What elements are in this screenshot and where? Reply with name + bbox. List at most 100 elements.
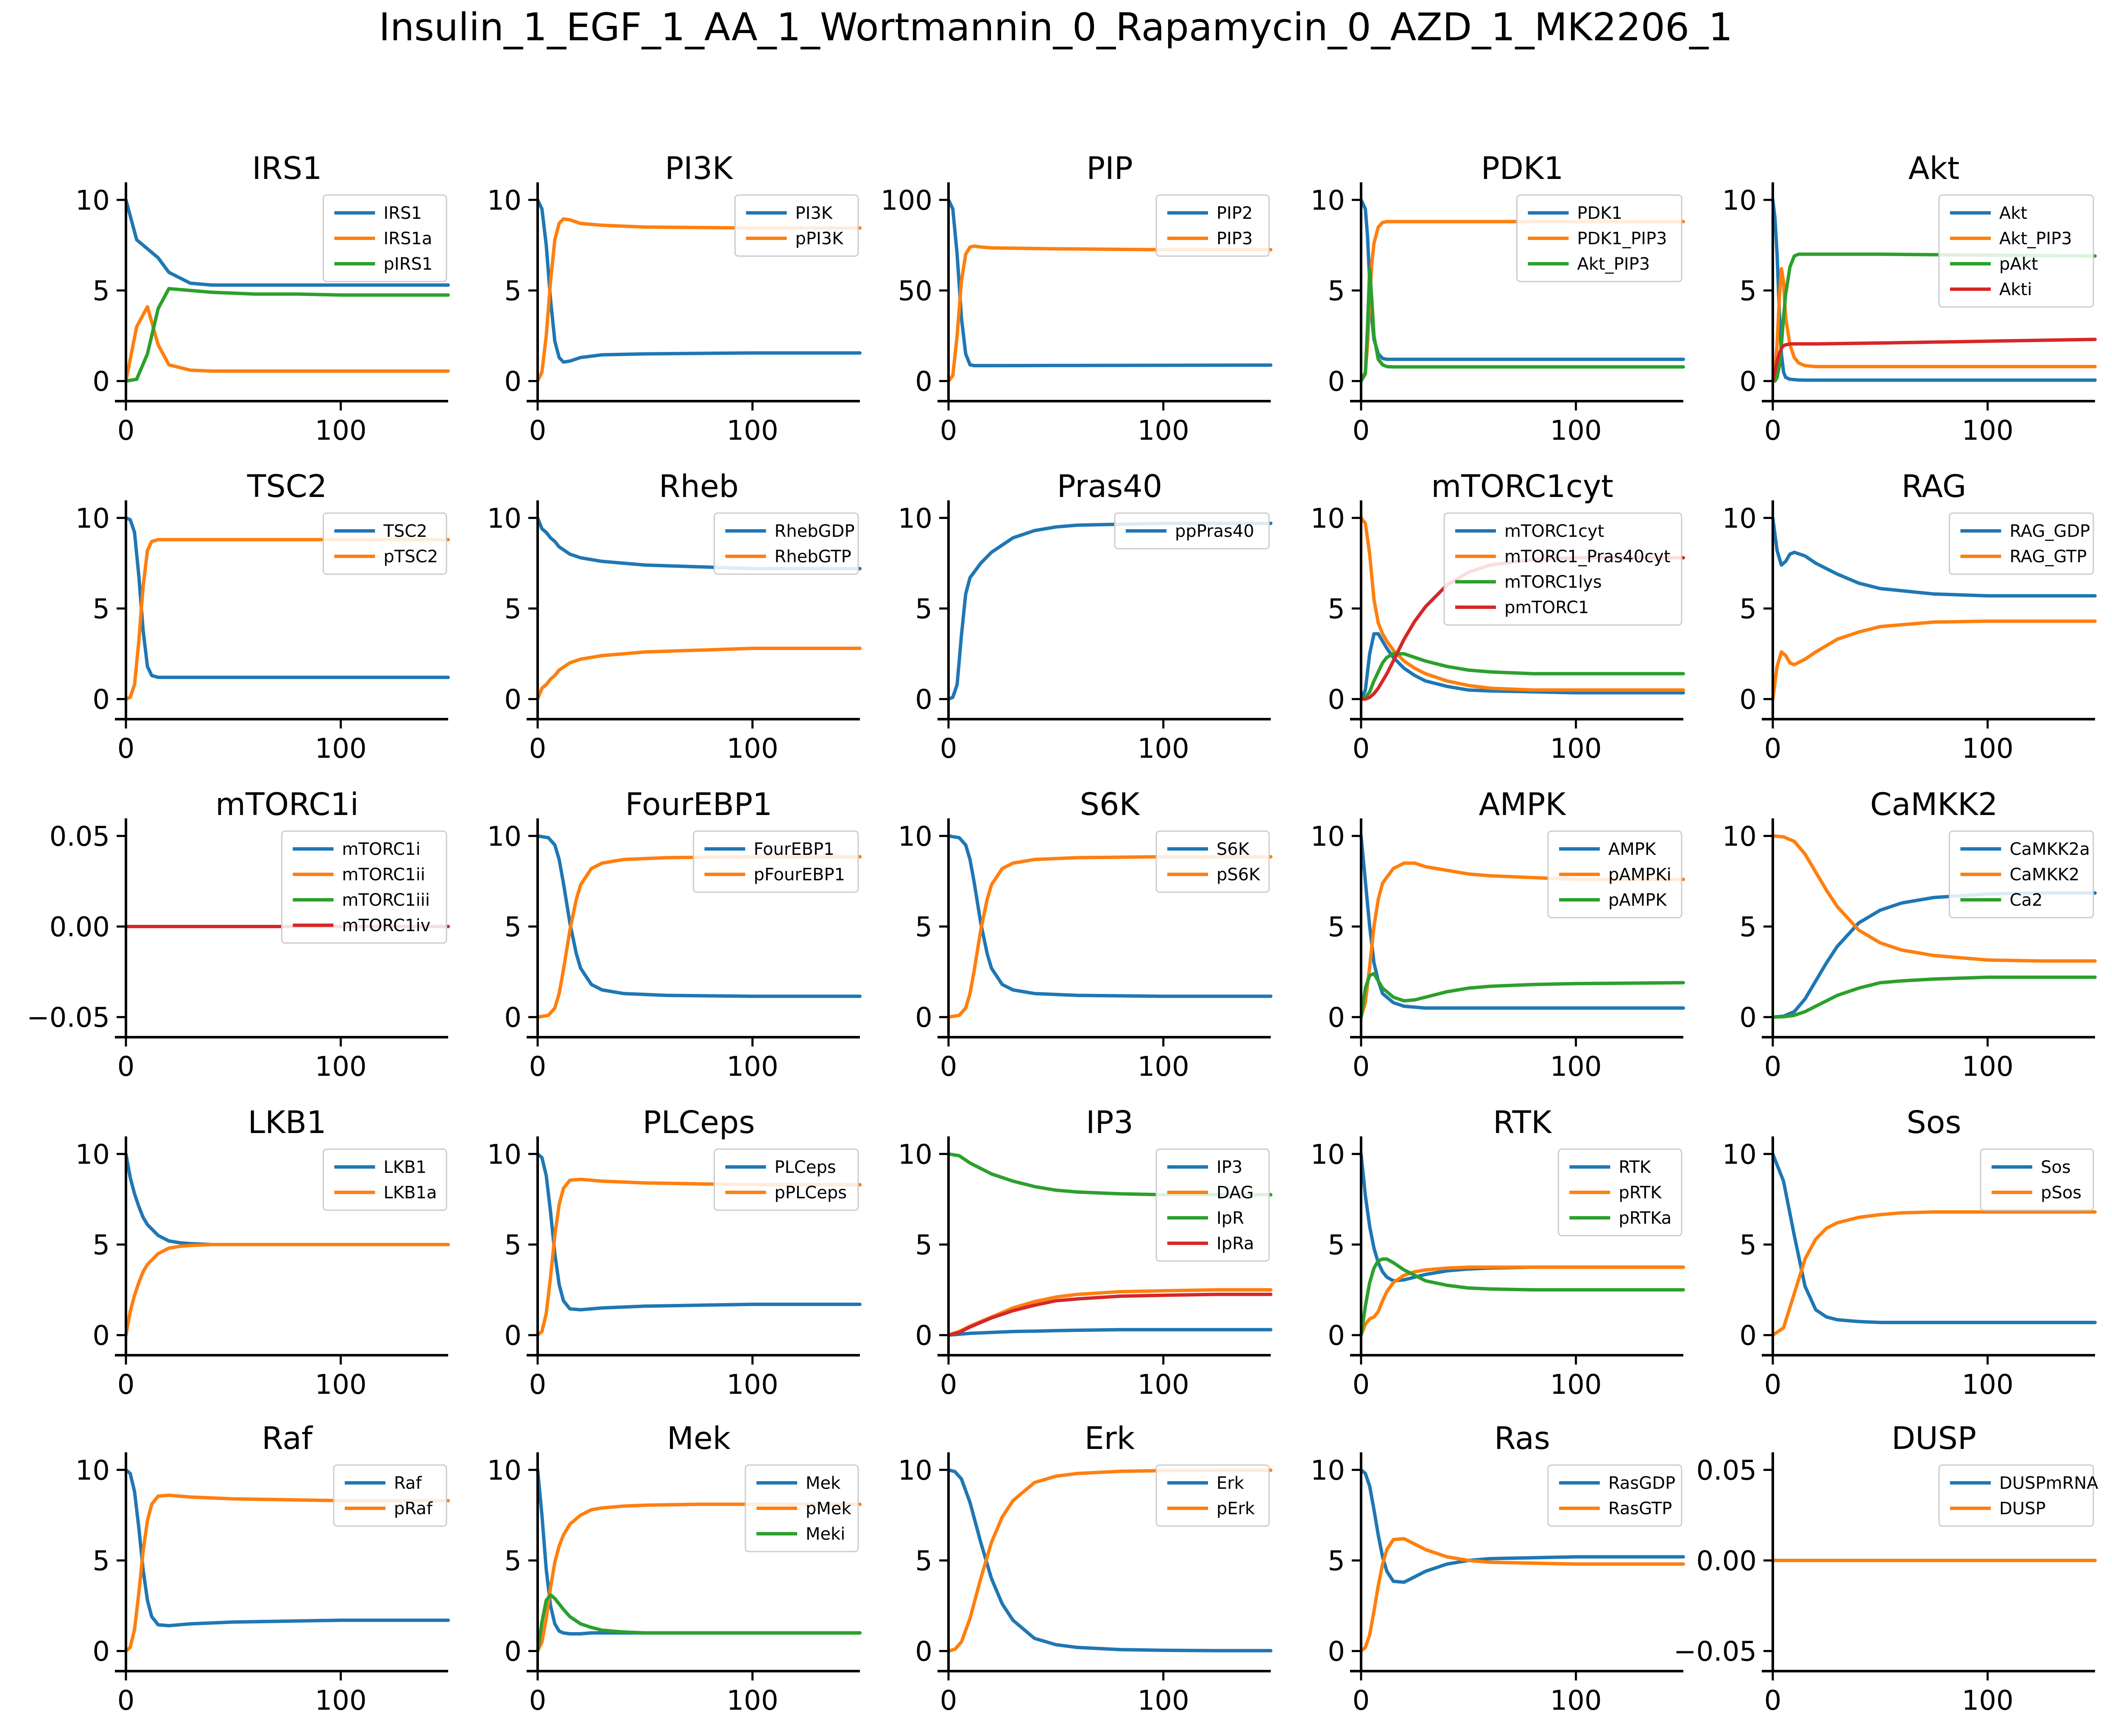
x-tick-label: 100 [727, 415, 778, 447]
legend-label: pRTK [1619, 1183, 1663, 1203]
legend-box [693, 830, 859, 893]
legend-label: Meki [806, 1524, 845, 1544]
legend-label: IpRa [1216, 1234, 1254, 1253]
series-line-pip3 [947, 244, 1272, 383]
series-line-praf [124, 1493, 450, 1653]
y-tick-label: 5 [92, 1230, 110, 1261]
y-tick-label: 0 [1328, 366, 1345, 398]
series-line-plceps [536, 1152, 862, 1312]
x-tick-label: 0 [117, 415, 135, 447]
y-tick-label: 5 [92, 276, 110, 307]
x-tick-label: 100 [727, 1369, 778, 1401]
legend-box [1155, 1148, 1270, 1262]
y-tick-label: 5 [504, 1230, 522, 1261]
x-tick-label: 100 [1138, 1685, 1189, 1716]
subplot-akt: Akt 0 100 0 5 10 Akt Akt_PIP3 pAkt Akti [1722, 151, 2097, 447]
y-tick-label: 5 [1739, 912, 1757, 943]
legend-label: IpR [1216, 1209, 1244, 1228]
y-tick-label: 10 [487, 1455, 522, 1486]
y-tick-label: 5 [504, 912, 522, 943]
y-tick-label: 0.00 [50, 912, 110, 943]
y-tick-label: 0 [1739, 1320, 1757, 1352]
legend: Sos pSos [1980, 1148, 2094, 1211]
legend-label: PDK1 [1577, 204, 1623, 223]
x-tick-label: 0 [1353, 733, 1370, 765]
subplot-ip3: IP3 0 100 0 5 10 IP3 DAG IpR IpRa [898, 1105, 1272, 1401]
legend-label: PDK1_PIP3 [1577, 229, 1667, 248]
y-tick-label: 10 [1722, 1139, 1757, 1170]
legend: mTORC1i mTORC1ii mTORC1iii mTORC1iv [281, 830, 447, 944]
y-tick-label: 10 [898, 503, 932, 534]
y-tick-label: 0 [92, 1636, 110, 1668]
y-tick-label: 5 [504, 1546, 522, 1577]
legend-box [1938, 1464, 2094, 1527]
x-tick-label: 0 [1764, 1051, 1782, 1083]
y-tick-label: 0.05 [50, 821, 110, 852]
y-tick-label: 10 [487, 503, 522, 534]
x-tick-label: 0 [117, 733, 135, 765]
y-tick-label: 0 [504, 1636, 522, 1668]
series-line-rasgdp [1359, 1468, 1685, 1584]
subplot-title: PIP [1086, 151, 1133, 187]
legend-label: RasGTP [1608, 1499, 1672, 1518]
legend-label: DAG [1216, 1183, 1254, 1203]
legend-label: pSos [2041, 1183, 2081, 1203]
legend-label: pmTORC1 [1504, 598, 1589, 617]
y-tick-label: 0 [915, 1002, 932, 1034]
figure-title: Insulin_1_EGF_1_AA_1_Wortmannin_0_Rapamy… [379, 5, 1733, 50]
series-line-akt [1771, 198, 2097, 382]
y-tick-label: 0 [92, 366, 110, 398]
legend-label: pPI3K [795, 229, 844, 248]
series-line-prtka [1359, 1257, 1685, 1337]
x-tick-label: 0 [940, 415, 957, 447]
series-line-mtorc1lys [1359, 652, 1685, 701]
legend: IP3 DAG IpR IpRa [1155, 1148, 1270, 1262]
legend-label: PIP2 [1216, 204, 1253, 223]
y-tick-label: 5 [92, 1546, 110, 1577]
series-line-pip2 [947, 198, 1272, 368]
legend-label: DUSPmRNA [1999, 1474, 2098, 1493]
legend-box [1443, 512, 1682, 626]
subplot-fourebp1: FourEBP1 0 100 0 5 10 FourEBP1 pFourEBP1 [487, 787, 862, 1083]
legend-label: mTORC1ii [342, 865, 425, 885]
legend-box [1949, 830, 2094, 918]
legend-label: ppPras40 [1175, 522, 1254, 541]
x-tick-label: 0 [1353, 1685, 1370, 1716]
legend-label: RAG_GTP [2010, 547, 2087, 567]
subplot-title: AMPK [1479, 787, 1567, 823]
legend-label: Raf [394, 1474, 422, 1493]
y-tick-label: 0 [1328, 684, 1345, 716]
subplot-tsc2: TSC2 0 100 0 5 10 TSC2 pTSC2 [75, 469, 450, 765]
legend-label: PLCeps [775, 1158, 836, 1177]
series-line-pampk [1359, 972, 1685, 1019]
subplot-title: PDK1 [1481, 151, 1564, 187]
series-line-s6k [947, 834, 1272, 998]
series-line-meki [536, 1593, 862, 1653]
legend: Raf pRaf [333, 1464, 447, 1527]
subplot-pip: PIP 0 100 0 50 100 PIP2 PIP3 [881, 151, 1272, 447]
legend-box [745, 1464, 859, 1552]
legend-label: PI3K [795, 204, 833, 223]
legend-box [1516, 194, 1682, 282]
legend-label: AMPK [1608, 840, 1657, 859]
legend: RAG_GDP RAG_GTP [1949, 512, 2094, 575]
x-tick-label: 100 [1962, 415, 2014, 447]
subplot-title: Sos [1906, 1105, 1961, 1141]
series-line-psos [1771, 1210, 2097, 1337]
x-tick-label: 0 [117, 1369, 135, 1401]
subplot-rag: RAG 0 100 0 5 10 RAG_GDP RAG_GTP [1722, 469, 2097, 765]
legend: Mek pMek Meki [745, 1464, 859, 1552]
series-line-pfourebp1 [536, 855, 862, 1019]
legend-label: CaMKK2 [2010, 865, 2080, 885]
legend: PDK1 PDK1_PIP3 Akt_PIP3 [1516, 194, 1682, 282]
subplot-title: DUSP [1892, 1421, 1976, 1457]
legend-box [281, 830, 447, 944]
y-tick-label: 0 [92, 1320, 110, 1352]
series-line-pakt [1771, 252, 2097, 383]
subplot-raf: Raf 0 100 0 5 10 Raf pRaf [75, 1421, 450, 1716]
y-tick-label: 0 [504, 1002, 522, 1034]
y-tick-label: 0 [915, 684, 932, 716]
legend-label: pPLCeps [775, 1183, 847, 1203]
